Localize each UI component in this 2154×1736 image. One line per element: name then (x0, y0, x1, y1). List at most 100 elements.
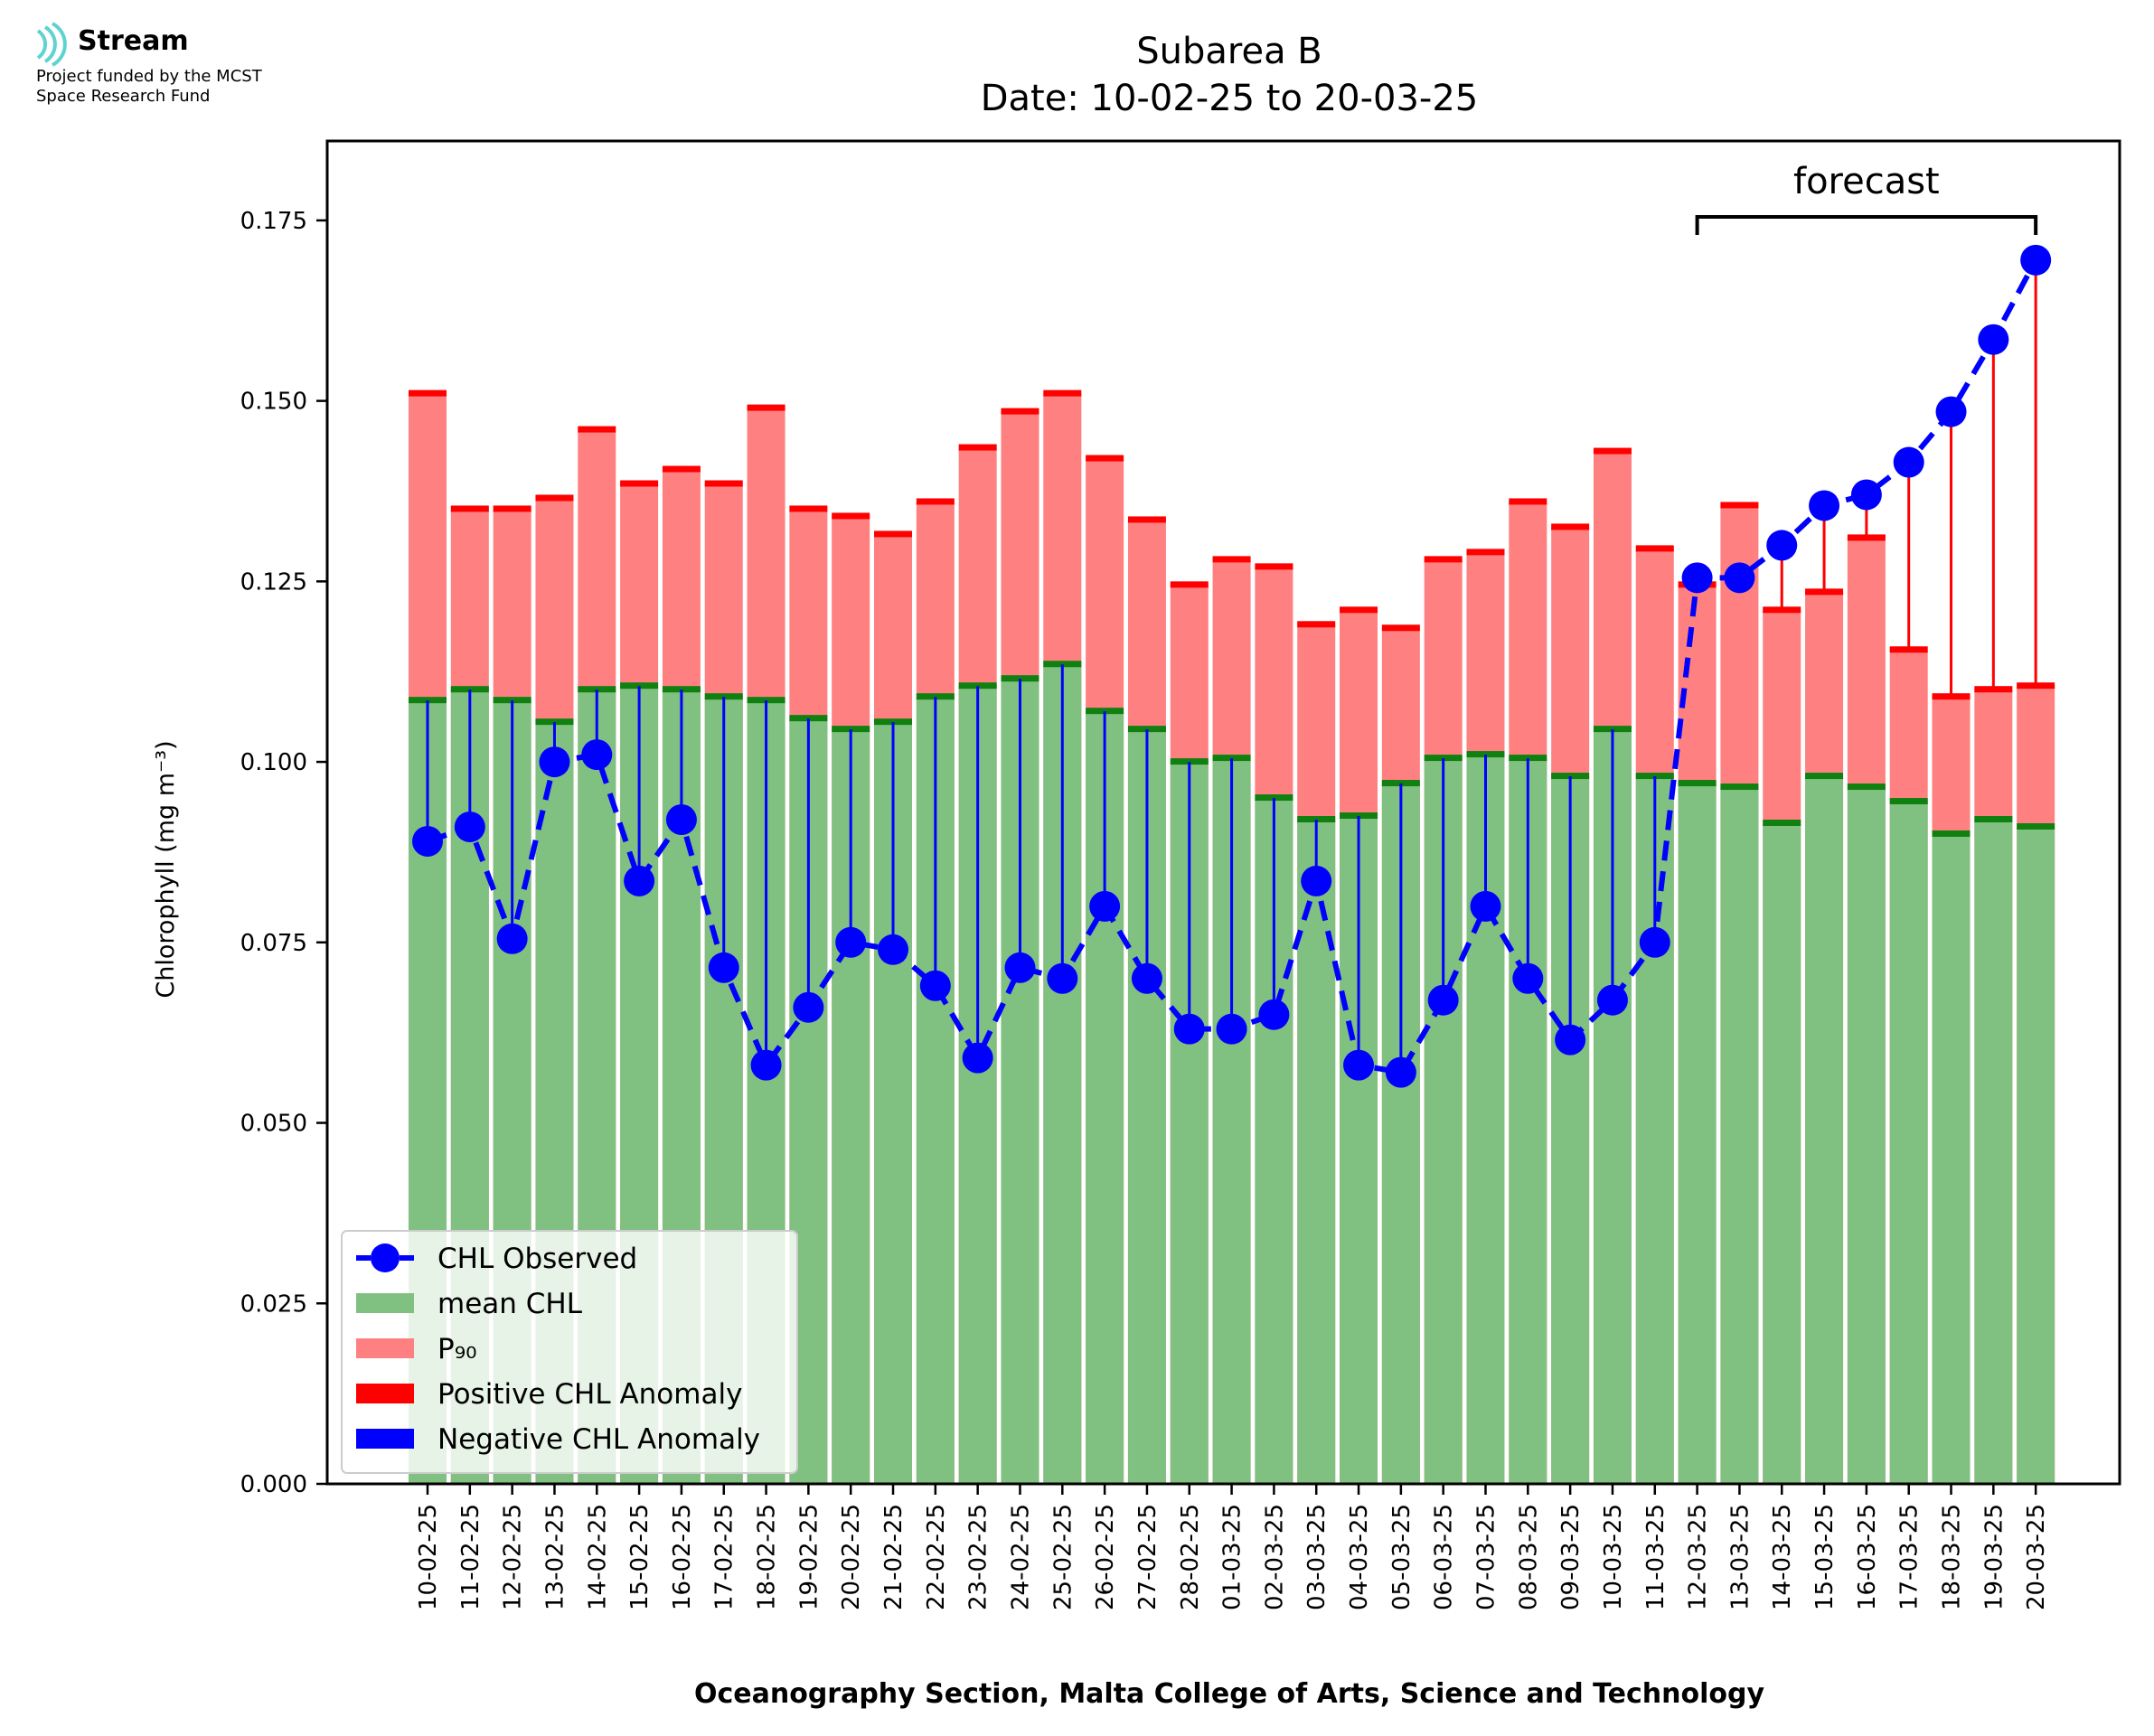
x-tick-label: 11-03-25 (1642, 1504, 1670, 1610)
mean-cap (1381, 780, 1420, 787)
y-tick-label: 0.050 (240, 1111, 307, 1138)
mean-cap (874, 718, 913, 726)
x-tick-label: 26-02-25 (1092, 1504, 1119, 1610)
observed-point (750, 1049, 782, 1081)
y-tick-label: 0.150 (240, 389, 307, 416)
observed-point (1935, 396, 1967, 427)
p90-cap (1297, 621, 1336, 628)
x-tick-label: 27-02-25 (1134, 1504, 1162, 1610)
p90-cap (832, 512, 870, 520)
observed-point (624, 865, 655, 896)
x-tick-label: 23-02-25 (965, 1504, 992, 1610)
p90-cap (1043, 389, 1082, 397)
x-tick-label: 15-03-25 (1811, 1504, 1839, 1610)
x-tick-label: 22-02-25 (923, 1504, 950, 1610)
p90-cap (916, 498, 955, 505)
observed-point (1343, 1049, 1375, 1081)
mean-cap (1509, 755, 1547, 762)
mean-cap (1551, 773, 1590, 780)
x-tick-label: 14-02-25 (584, 1504, 611, 1610)
mean-cap (1720, 784, 1759, 791)
forecast-bracket: forecast (1695, 161, 2038, 235)
observed-point (1512, 962, 1544, 994)
p90-cap (1212, 556, 1251, 563)
observed-point (581, 739, 613, 771)
mean-cap (1678, 780, 1717, 787)
x-tick-label: 16-03-25 (1854, 1504, 1881, 1610)
observed-point (1004, 952, 1036, 983)
x-tick-label: 19-03-25 (1980, 1504, 2008, 1610)
y-tick-label: 0.000 (240, 1471, 307, 1498)
x-tick-label: 18-03-25 (1939, 1504, 1966, 1610)
mean-bar (1847, 787, 1886, 1484)
mean-cap (747, 697, 785, 704)
mean-cap (1466, 751, 1505, 758)
p90-cap (704, 480, 743, 487)
mean-cap (535, 718, 574, 726)
p90-cap (1127, 516, 1166, 523)
x-tick-label: 10-02-25 (415, 1504, 442, 1610)
mean-cap (832, 726, 870, 733)
observed-point (1301, 865, 1332, 896)
x-tick-label: 07-03-25 (1473, 1504, 1500, 1610)
mean-bar (1974, 819, 2013, 1484)
x-tick-label: 21-02-25 (880, 1504, 908, 1610)
mean-cap (450, 686, 489, 693)
p90-cap (493, 505, 531, 512)
legend-swatch (356, 1293, 414, 1313)
observed-point (919, 970, 951, 1001)
observed-point (1978, 324, 2009, 355)
observed-point (1131, 962, 1162, 994)
p90-cap (409, 389, 447, 397)
legend-label: P₉₀ (437, 1333, 477, 1365)
mean-cap (1974, 815, 2013, 822)
x-tick-label: 02-03-25 (1261, 1504, 1288, 1610)
mean-cap (1297, 815, 1336, 822)
mean-cap (916, 693, 955, 700)
observed-point (708, 952, 739, 983)
logo-funding-line2: Space Research Fund (36, 87, 211, 106)
logo-funding-line1: Project funded by the MCST (36, 67, 262, 86)
x-tick-label: 28-02-25 (1177, 1504, 1204, 1610)
observed-line-layer (412, 244, 2052, 1088)
mean-cap (1170, 758, 1209, 765)
p90-cap (874, 530, 913, 538)
mean-cap (493, 697, 531, 704)
p90-cap (1720, 502, 1759, 509)
p90-cap (578, 426, 616, 433)
x-tick-label: 13-03-25 (1726, 1504, 1754, 1610)
p90-cap (958, 444, 997, 451)
observed-point (1427, 984, 1459, 1016)
chart-title: Subarea B (1136, 31, 1322, 72)
legend: CHL Observed mean CHL P₉₀ Positive CHL Anom… (341, 1230, 798, 1474)
observed-point (2020, 244, 2052, 276)
x-tick-label: 20-02-25 (838, 1504, 865, 1610)
axes-layer: 0.000 0.025 0.050 0.075 0.100 0.125 0.150 0.175… (240, 139, 2121, 1610)
x-tick-label: 10-03-25 (1600, 1504, 1627, 1610)
observed-point (496, 923, 528, 954)
x-tick-label: 12-02-25 (500, 1504, 527, 1610)
p90-cap (1509, 498, 1547, 505)
x-tick-label: 01-03-25 (1219, 1504, 1246, 1610)
observed-point (835, 926, 867, 958)
p90-cap (1424, 556, 1463, 563)
x-tick-label: 20-03-25 (2023, 1504, 2050, 1610)
p90-cap (1001, 408, 1039, 415)
mean-cap (1086, 708, 1124, 715)
mean-cap (789, 715, 828, 722)
legend-swatch (356, 1338, 414, 1358)
mean-cap (620, 682, 659, 690)
legend-observed-marker-swatch (371, 1243, 400, 1272)
mean-bar (1720, 787, 1759, 1484)
p90-cap (1593, 447, 1632, 455)
observed-point (1047, 962, 1078, 994)
p90-cap (1255, 563, 1293, 570)
observed-point (665, 803, 697, 835)
logo-brand: Stream (78, 25, 189, 57)
mean-bar (1932, 833, 1971, 1484)
mean-bar (1889, 802, 1928, 1484)
legend-label: mean CHL (437, 1288, 583, 1320)
x-tick-label: 08-03-25 (1515, 1504, 1542, 1610)
mean-cap (958, 682, 997, 690)
observed-point (1681, 562, 1713, 594)
